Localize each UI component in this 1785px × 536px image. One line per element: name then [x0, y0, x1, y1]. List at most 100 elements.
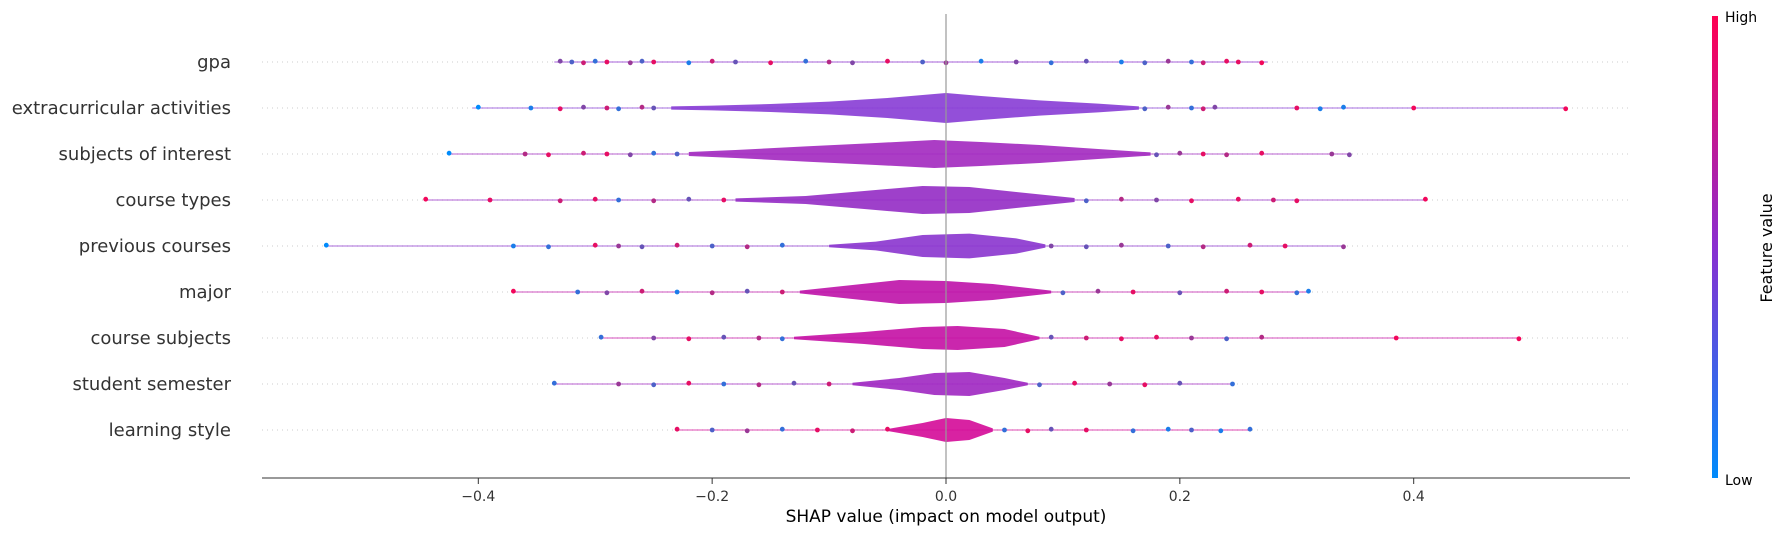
point-course-subjects-13 — [1393, 335, 1399, 341]
point-previous-courses-6 — [674, 242, 680, 248]
point-previous-courses-10 — [1048, 243, 1054, 249]
point-major-6 — [744, 288, 750, 294]
violin-learning-style — [887, 418, 993, 442]
x-tick-label-3: 0.2 — [1169, 489, 1191, 505]
point-gpa-18 — [978, 58, 984, 64]
point-subjects-of-interest-7 — [674, 151, 680, 157]
point-learning-style-13 — [1189, 427, 1194, 433]
point-student-semester-8 — [1037, 382, 1042, 388]
point-subjects-of-interest-6 — [651, 150, 657, 156]
point-learning-style-10 — [1083, 427, 1089, 433]
feature-label-learning-style: learning style — [109, 420, 231, 441]
point-major-3 — [639, 288, 645, 294]
point-student-semester-13 — [1230, 381, 1235, 387]
violin-student-semester — [852, 372, 1028, 396]
x-tick-label-1: −0.2 — [695, 489, 729, 505]
point-previous-courses-9 — [779, 242, 785, 248]
point-learning-style-2 — [744, 428, 750, 434]
point-course-types-7 — [721, 197, 727, 203]
point-course-subjects-4 — [756, 335, 762, 341]
point-course-subjects-14 — [1516, 336, 1522, 342]
point-major-4 — [674, 289, 680, 295]
point-course-subjects-8 — [1119, 336, 1124, 342]
x-axis-title: SHAP value (impact on model output) — [786, 507, 1107, 527]
point-student-semester-12 — [1177, 380, 1183, 386]
point-gpa-16 — [920, 59, 925, 65]
point-previous-courses-3 — [592, 242, 598, 248]
point-learning-style-14 — [1218, 428, 1224, 434]
point-subjects-of-interest-11 — [1224, 152, 1229, 158]
point-student-semester-7 — [826, 381, 832, 387]
point-gpa-10 — [733, 59, 738, 65]
point-learning-style-12 — [1165, 426, 1171, 432]
point-gpa-7 — [651, 59, 657, 65]
point-extracurricular-activities-13 — [1294, 105, 1300, 111]
feature-label-previous-courses: previous courses — [79, 236, 231, 257]
point-course-subjects-2 — [686, 336, 692, 342]
point-gpa-12 — [803, 58, 809, 64]
point-major-7 — [779, 289, 785, 295]
point-previous-courses-12 — [1119, 242, 1124, 248]
point-subjects-of-interest-13 — [1329, 151, 1335, 157]
point-course-types-1 — [487, 197, 493, 203]
point-major-5 — [709, 290, 715, 296]
point-major-12 — [1224, 288, 1229, 294]
point-extracurricular-activities-0 — [475, 104, 481, 110]
point-course-types-15 — [1423, 196, 1428, 202]
point-extracurricular-activities-1 — [528, 105, 534, 111]
feature-label-course-types: course types — [116, 190, 231, 211]
point-extracurricular-activities-11 — [1200, 106, 1206, 112]
point-student-semester-3 — [686, 380, 692, 386]
feature-label-extracurricular-activities: extracurricular activities — [12, 98, 231, 119]
colorbar-gradient — [1712, 16, 1718, 478]
point-course-types-0 — [423, 196, 429, 202]
feature-label-subjects-of-interest: subjects of interest — [59, 144, 231, 165]
point-student-semester-5 — [756, 382, 762, 388]
point-course-subjects-10 — [1189, 335, 1194, 341]
point-student-semester-4 — [721, 381, 727, 387]
point-gpa-13 — [826, 59, 832, 65]
point-extracurricular-activities-12 — [1212, 104, 1218, 110]
point-subjects-of-interest-10 — [1200, 151, 1206, 157]
point-previous-courses-1 — [511, 243, 516, 249]
colorbar-high-label: High — [1725, 10, 1757, 26]
point-major-14 — [1294, 290, 1300, 296]
point-gpa-28 — [1235, 59, 1241, 65]
point-student-semester-11 — [1142, 382, 1148, 388]
point-learning-style-6 — [885, 426, 890, 432]
point-gpa-19 — [1013, 59, 1019, 65]
point-subjects-of-interest-0 — [446, 150, 452, 156]
point-previous-courses-17 — [1341, 244, 1346, 250]
violin-major — [799, 280, 1052, 304]
point-course-subjects-5 — [779, 336, 785, 342]
point-gpa-14 — [850, 60, 855, 66]
point-extracurricular-activities-10 — [1189, 105, 1194, 111]
point-extracurricular-activities-6 — [639, 104, 645, 110]
point-course-subjects-3 — [721, 334, 727, 340]
point-previous-courses-14 — [1200, 244, 1206, 250]
point-previous-courses-13 — [1165, 243, 1171, 249]
point-gpa-3 — [592, 58, 598, 64]
point-learning-style-5 — [850, 428, 855, 434]
point-previous-courses-0 — [323, 242, 329, 248]
point-gpa-25 — [1189, 59, 1194, 65]
colorbar-title: Feature value — [1757, 193, 1776, 302]
point-course-types-12 — [1235, 196, 1241, 202]
x-ticks: −0.4 −0.2 0.0 0.2 0.4 — [461, 478, 1425, 505]
point-extracurricular-activities-14 — [1317, 106, 1323, 112]
point-learning-style-1 — [709, 427, 715, 433]
point-subjects-of-interest-1 — [522, 151, 528, 157]
violin-subjects-of-interest — [688, 140, 1151, 168]
x-tick-label-2: 0.0 — [935, 489, 957, 505]
point-subjects-of-interest-12 — [1259, 150, 1265, 156]
point-previous-courses-11 — [1083, 244, 1089, 250]
x-tick-label-4: 0.4 — [1403, 489, 1425, 505]
point-student-semester-0 — [551, 380, 557, 386]
feature-label-student-semester: student semester — [72, 374, 231, 395]
feature-label-course-subjects: course subjects — [90, 328, 231, 349]
x-tick-label-0: −0.4 — [461, 489, 495, 505]
point-gpa-5 — [627, 60, 633, 66]
point-gpa-8 — [686, 60, 692, 66]
violins — [326, 61, 1566, 442]
